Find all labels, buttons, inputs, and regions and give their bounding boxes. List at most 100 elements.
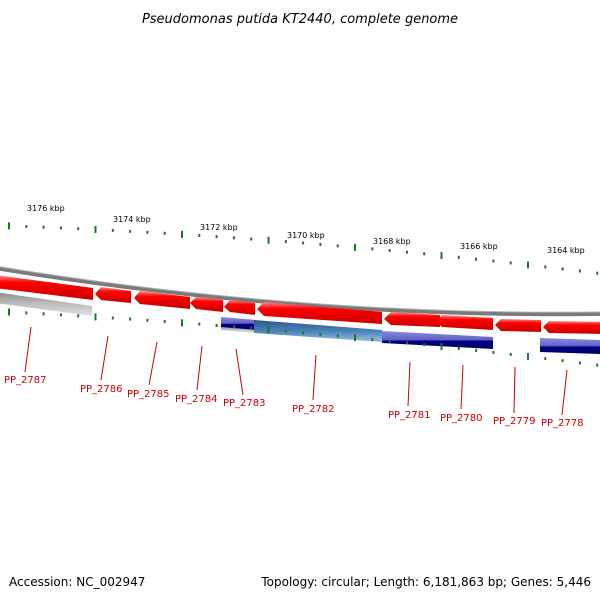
tick-mark: [284, 240, 287, 244]
scale-label: 3164 kbp: [547, 246, 585, 255]
summary-text: Topology: circular; Length: 6,181,863 bp…: [261, 575, 591, 589]
gene-label[interactable]: PP_2783: [223, 398, 266, 409]
gene-feature[interactable]: [495, 319, 541, 332]
gene-label[interactable]: PP_2780: [440, 413, 483, 424]
tick-mark: [440, 343, 443, 351]
tick-mark: [198, 322, 201, 326]
tick-mark: [561, 359, 564, 363]
tick-mark: [336, 334, 339, 338]
gene-feature[interactable]: [95, 287, 131, 303]
tick-mark: [284, 329, 287, 333]
label-leaders: [24, 326, 568, 416]
tick-mark: [354, 334, 356, 342]
tick-mark: [215, 324, 218, 327]
tick-mark: [509, 261, 512, 265]
gene-feature[interactable]: [257, 302, 382, 324]
scale-label: 3168 kbp: [373, 237, 411, 246]
gene-feature[interactable]: [0, 292, 92, 316]
tick-mark: [94, 313, 97, 321]
tick-mark: [8, 222, 10, 230]
gene-feature[interactable]: [224, 300, 255, 315]
tick-mark: [42, 225, 45, 229]
gene-label[interactable]: PP_2779: [493, 416, 536, 427]
tick-mark: [232, 325, 235, 329]
tick-mark: [423, 252, 426, 256]
gene-feature[interactable]: [540, 338, 600, 354]
tick-mark: [457, 255, 460, 259]
gene-feature[interactable]: [543, 321, 600, 334]
gene-feature[interactable]: [384, 312, 440, 327]
gene-feature[interactable]: [254, 320, 382, 342]
tick-mark: [423, 343, 426, 347]
tick-mark: [163, 320, 166, 323]
tick-mark: [250, 237, 253, 241]
accession-text: Accession: NC_002947: [9, 575, 146, 589]
tick-mark: [596, 271, 599, 275]
inner-tick-marks: [8, 308, 599, 367]
tick-mark: [319, 242, 322, 246]
gene-feature[interactable]: [221, 317, 256, 330]
tick-mark: [354, 243, 356, 251]
tick-mark: [111, 316, 114, 320]
outer-tick-marks: [8, 222, 599, 275]
tick-mark: [250, 326, 253, 330]
tick-mark: [232, 236, 235, 240]
tick-mark: [25, 225, 28, 228]
map-title: Pseudomonas putida KT2440, complete geno…: [142, 12, 458, 27]
tick-mark: [457, 347, 460, 350]
tick-mark: [475, 348, 478, 352]
tick-mark: [509, 352, 512, 356]
tick-mark: [215, 235, 218, 239]
tick-mark: [146, 318, 149, 322]
gene-label[interactable]: PP_2781: [388, 410, 431, 421]
gene-label[interactable]: PP_2786: [80, 384, 123, 395]
tick-mark: [181, 230, 183, 238]
tick-mark: [319, 332, 322, 336]
forward-strand-genes: [0, 275, 600, 334]
genome-backbone: [0, 266, 600, 317]
tick-mark: [527, 261, 529, 269]
tick-mark: [25, 311, 28, 315]
tick-mark: [267, 236, 270, 244]
tick-mark: [388, 249, 391, 252]
gene-feature[interactable]: [382, 331, 493, 349]
scale-label: 3176 kbp: [27, 204, 65, 213]
reverse-strand-genes: [0, 292, 600, 354]
tick-mark: [475, 257, 478, 261]
tick-mark: [492, 259, 495, 263]
tick-mark: [129, 229, 132, 233]
tick-mark: [302, 331, 305, 335]
tick-mark: [129, 317, 132, 321]
gene-feature[interactable]: [0, 275, 93, 300]
tick-mark: [111, 228, 114, 232]
tick-mark: [77, 227, 80, 231]
tick-mark: [440, 252, 443, 260]
tick-mark: [302, 241, 305, 245]
gene-label[interactable]: PP_2784: [175, 394, 218, 405]
scale-label: 3166 kbp: [460, 242, 498, 251]
tick-mark: [77, 314, 80, 318]
tick-mark: [492, 350, 495, 354]
tick-mark: [42, 312, 45, 316]
gene-feature[interactable]: [190, 297, 223, 312]
gene-feature[interactable]: [436, 315, 493, 330]
tick-mark: [59, 313, 62, 317]
tick-mark: [59, 226, 62, 230]
tick-mark: [578, 269, 581, 273]
scale-label: 3174 kbp: [113, 215, 151, 224]
gene-label[interactable]: PP_2785: [127, 389, 170, 400]
tick-mark: [388, 339, 391, 343]
tick-mark: [198, 234, 201, 237]
gene-label[interactable]: PP_2787: [4, 375, 47, 386]
tick-mark: [163, 231, 166, 235]
gene-labels: PP_2787 PP_2786 PP_2785 PP_2784 PP_2783 …: [4, 375, 584, 429]
gene-label[interactable]: PP_2778: [541, 418, 584, 429]
gene-label[interactable]: PP_2782: [292, 404, 335, 415]
tick-mark: [146, 230, 149, 234]
tick-mark: [267, 326, 270, 334]
gene-feature[interactable]: [134, 291, 190, 309]
scale-label: 3172 kbp: [200, 223, 238, 232]
tick-mark: [371, 247, 374, 251]
tick-mark: [94, 226, 97, 233]
